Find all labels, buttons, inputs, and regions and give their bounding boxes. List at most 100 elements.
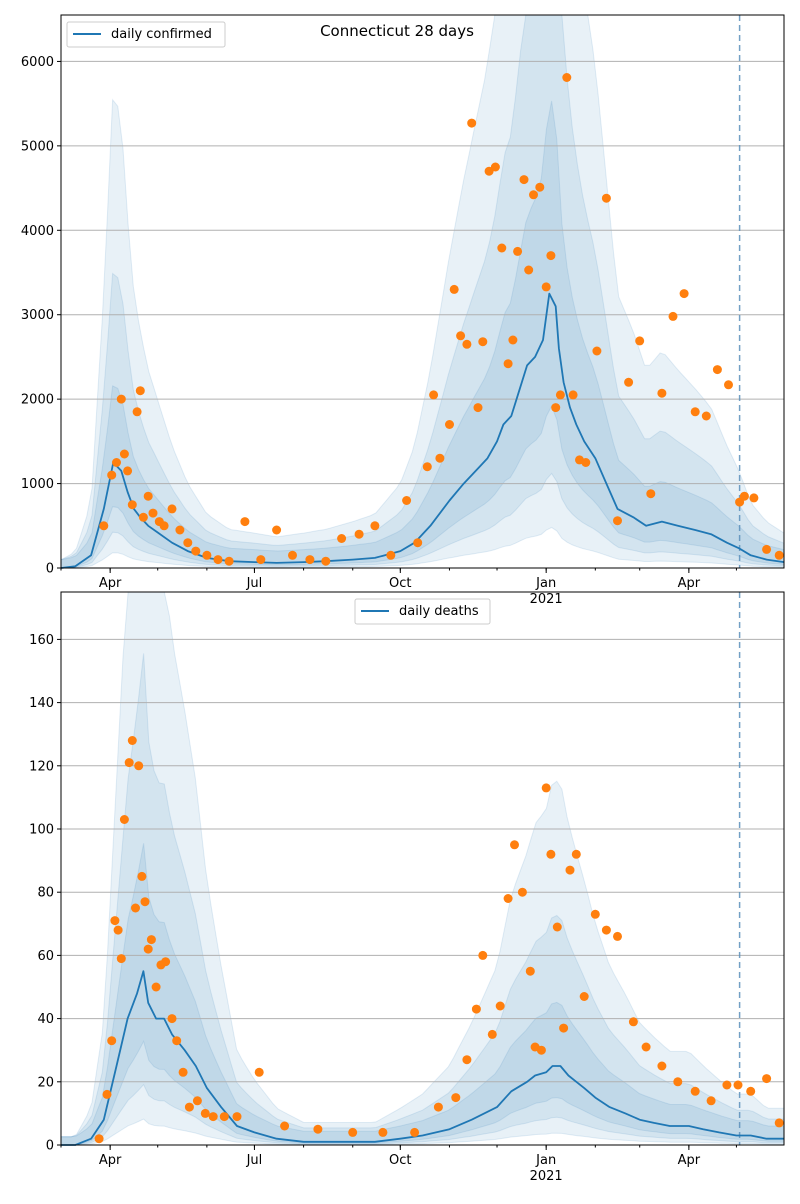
observed-point	[172, 1036, 182, 1046]
observed-point	[256, 555, 266, 565]
uncertainty-bands	[60, 14, 785, 569]
observed-point	[134, 761, 144, 771]
observed-point	[348, 1127, 358, 1137]
y-tick-label: 1000	[21, 477, 54, 492]
observed-point	[445, 420, 454, 429]
observed-point	[519, 175, 529, 185]
observed-point	[99, 521, 109, 531]
x-tick-label: Apr	[678, 1153, 701, 1168]
observed-point	[495, 1001, 505, 1011]
observed-point	[429, 390, 439, 400]
observed-point	[749, 493, 759, 503]
observed-point	[613, 516, 622, 526]
observed-point	[541, 783, 551, 793]
observed-point	[240, 517, 250, 527]
observed-point	[559, 1023, 569, 1033]
fitted-line	[61, 970, 784, 1146]
observed-point	[116, 954, 126, 964]
legend-label-daily-deaths: daily deaths	[399, 604, 479, 619]
observed-point	[525, 966, 535, 976]
observed-point	[668, 311, 678, 321]
x-tick-label: Jul	[246, 576, 263, 591]
observed-point	[123, 466, 133, 476]
observed-point	[536, 1045, 546, 1055]
legend-label-daily-confirmed: daily confirmed	[111, 27, 212, 42]
observed-point	[433, 1102, 443, 1112]
observed-point	[546, 849, 556, 859]
observed-point	[679, 289, 689, 299]
legend: daily confirmed	[66, 21, 226, 48]
observed-point	[321, 556, 331, 566]
observed-point	[137, 871, 147, 881]
observed-point	[762, 1074, 772, 1084]
observed-point	[119, 449, 129, 459]
observed-point	[135, 386, 145, 396]
observed-point	[219, 1112, 229, 1122]
x-tick-year-label: 2021	[530, 592, 563, 607]
observed-point	[143, 491, 153, 501]
observed-point	[435, 453, 445, 463]
observed-point	[107, 470, 117, 480]
observed-point	[613, 931, 622, 941]
observed-point	[146, 935, 156, 945]
observed-point	[590, 909, 600, 919]
observed-point	[524, 265, 534, 275]
observed-point	[456, 331, 466, 341]
observed-point	[119, 815, 129, 824]
observed-point	[124, 758, 134, 768]
legend-box	[354, 598, 491, 625]
observed-point	[592, 346, 602, 356]
observed-point	[102, 1089, 112, 1099]
observed-point	[337, 534, 347, 543]
plot-frame	[60, 591, 785, 1146]
observed-point	[529, 190, 538, 200]
x-tick-label: Apr	[99, 576, 122, 591]
observed-point	[167, 1014, 177, 1024]
observed-point	[191, 546, 201, 556]
observed-point	[535, 182, 545, 192]
x-tick-label: Jul	[246, 1153, 263, 1168]
observed-point	[224, 556, 234, 566]
grid-lines	[61, 638, 784, 1146]
observed-point	[478, 337, 488, 347]
y-tick-label: 20	[37, 1075, 54, 1090]
observed-point	[410, 1127, 420, 1137]
observed-point	[646, 489, 656, 499]
observed-point	[490, 162, 500, 172]
observed-point	[555, 390, 565, 400]
observed-point	[568, 390, 578, 400]
observed-point	[127, 500, 137, 510]
x-tick-label: Jan	[535, 576, 556, 591]
observed-point	[402, 496, 412, 505]
observed-point	[690, 407, 700, 417]
observed-point	[386, 550, 396, 560]
observed-point	[232, 1112, 242, 1122]
observed-point	[112, 458, 121, 467]
observed-point	[110, 916, 120, 926]
observed-point	[706, 1096, 716, 1106]
observed-point	[272, 525, 282, 535]
observed-point	[581, 458, 591, 467]
x-tick-label: Apr	[678, 576, 701, 591]
observed-point	[370, 521, 380, 531]
observed-point	[175, 525, 185, 535]
y-tick-label: 0	[46, 562, 54, 577]
observed-point	[178, 1067, 188, 1077]
y-tick-label: 60	[37, 949, 54, 964]
observed-point	[510, 840, 519, 850]
observed-point	[451, 1093, 461, 1103]
observed-point	[739, 491, 749, 501]
observed-point	[503, 359, 513, 369]
observed-point	[701, 411, 711, 421]
observed-point	[712, 365, 722, 375]
observed-point	[487, 1029, 497, 1039]
observed-point	[151, 982, 161, 992]
observed-point	[184, 1102, 194, 1112]
observed-point	[579, 992, 589, 1001]
y-tick-label: 0	[46, 1139, 54, 1154]
observed-point	[143, 944, 153, 954]
observed-point	[746, 1086, 756, 1096]
observed-point	[565, 865, 575, 875]
observed-point	[288, 550, 297, 560]
series-layer	[60, 73, 785, 569]
